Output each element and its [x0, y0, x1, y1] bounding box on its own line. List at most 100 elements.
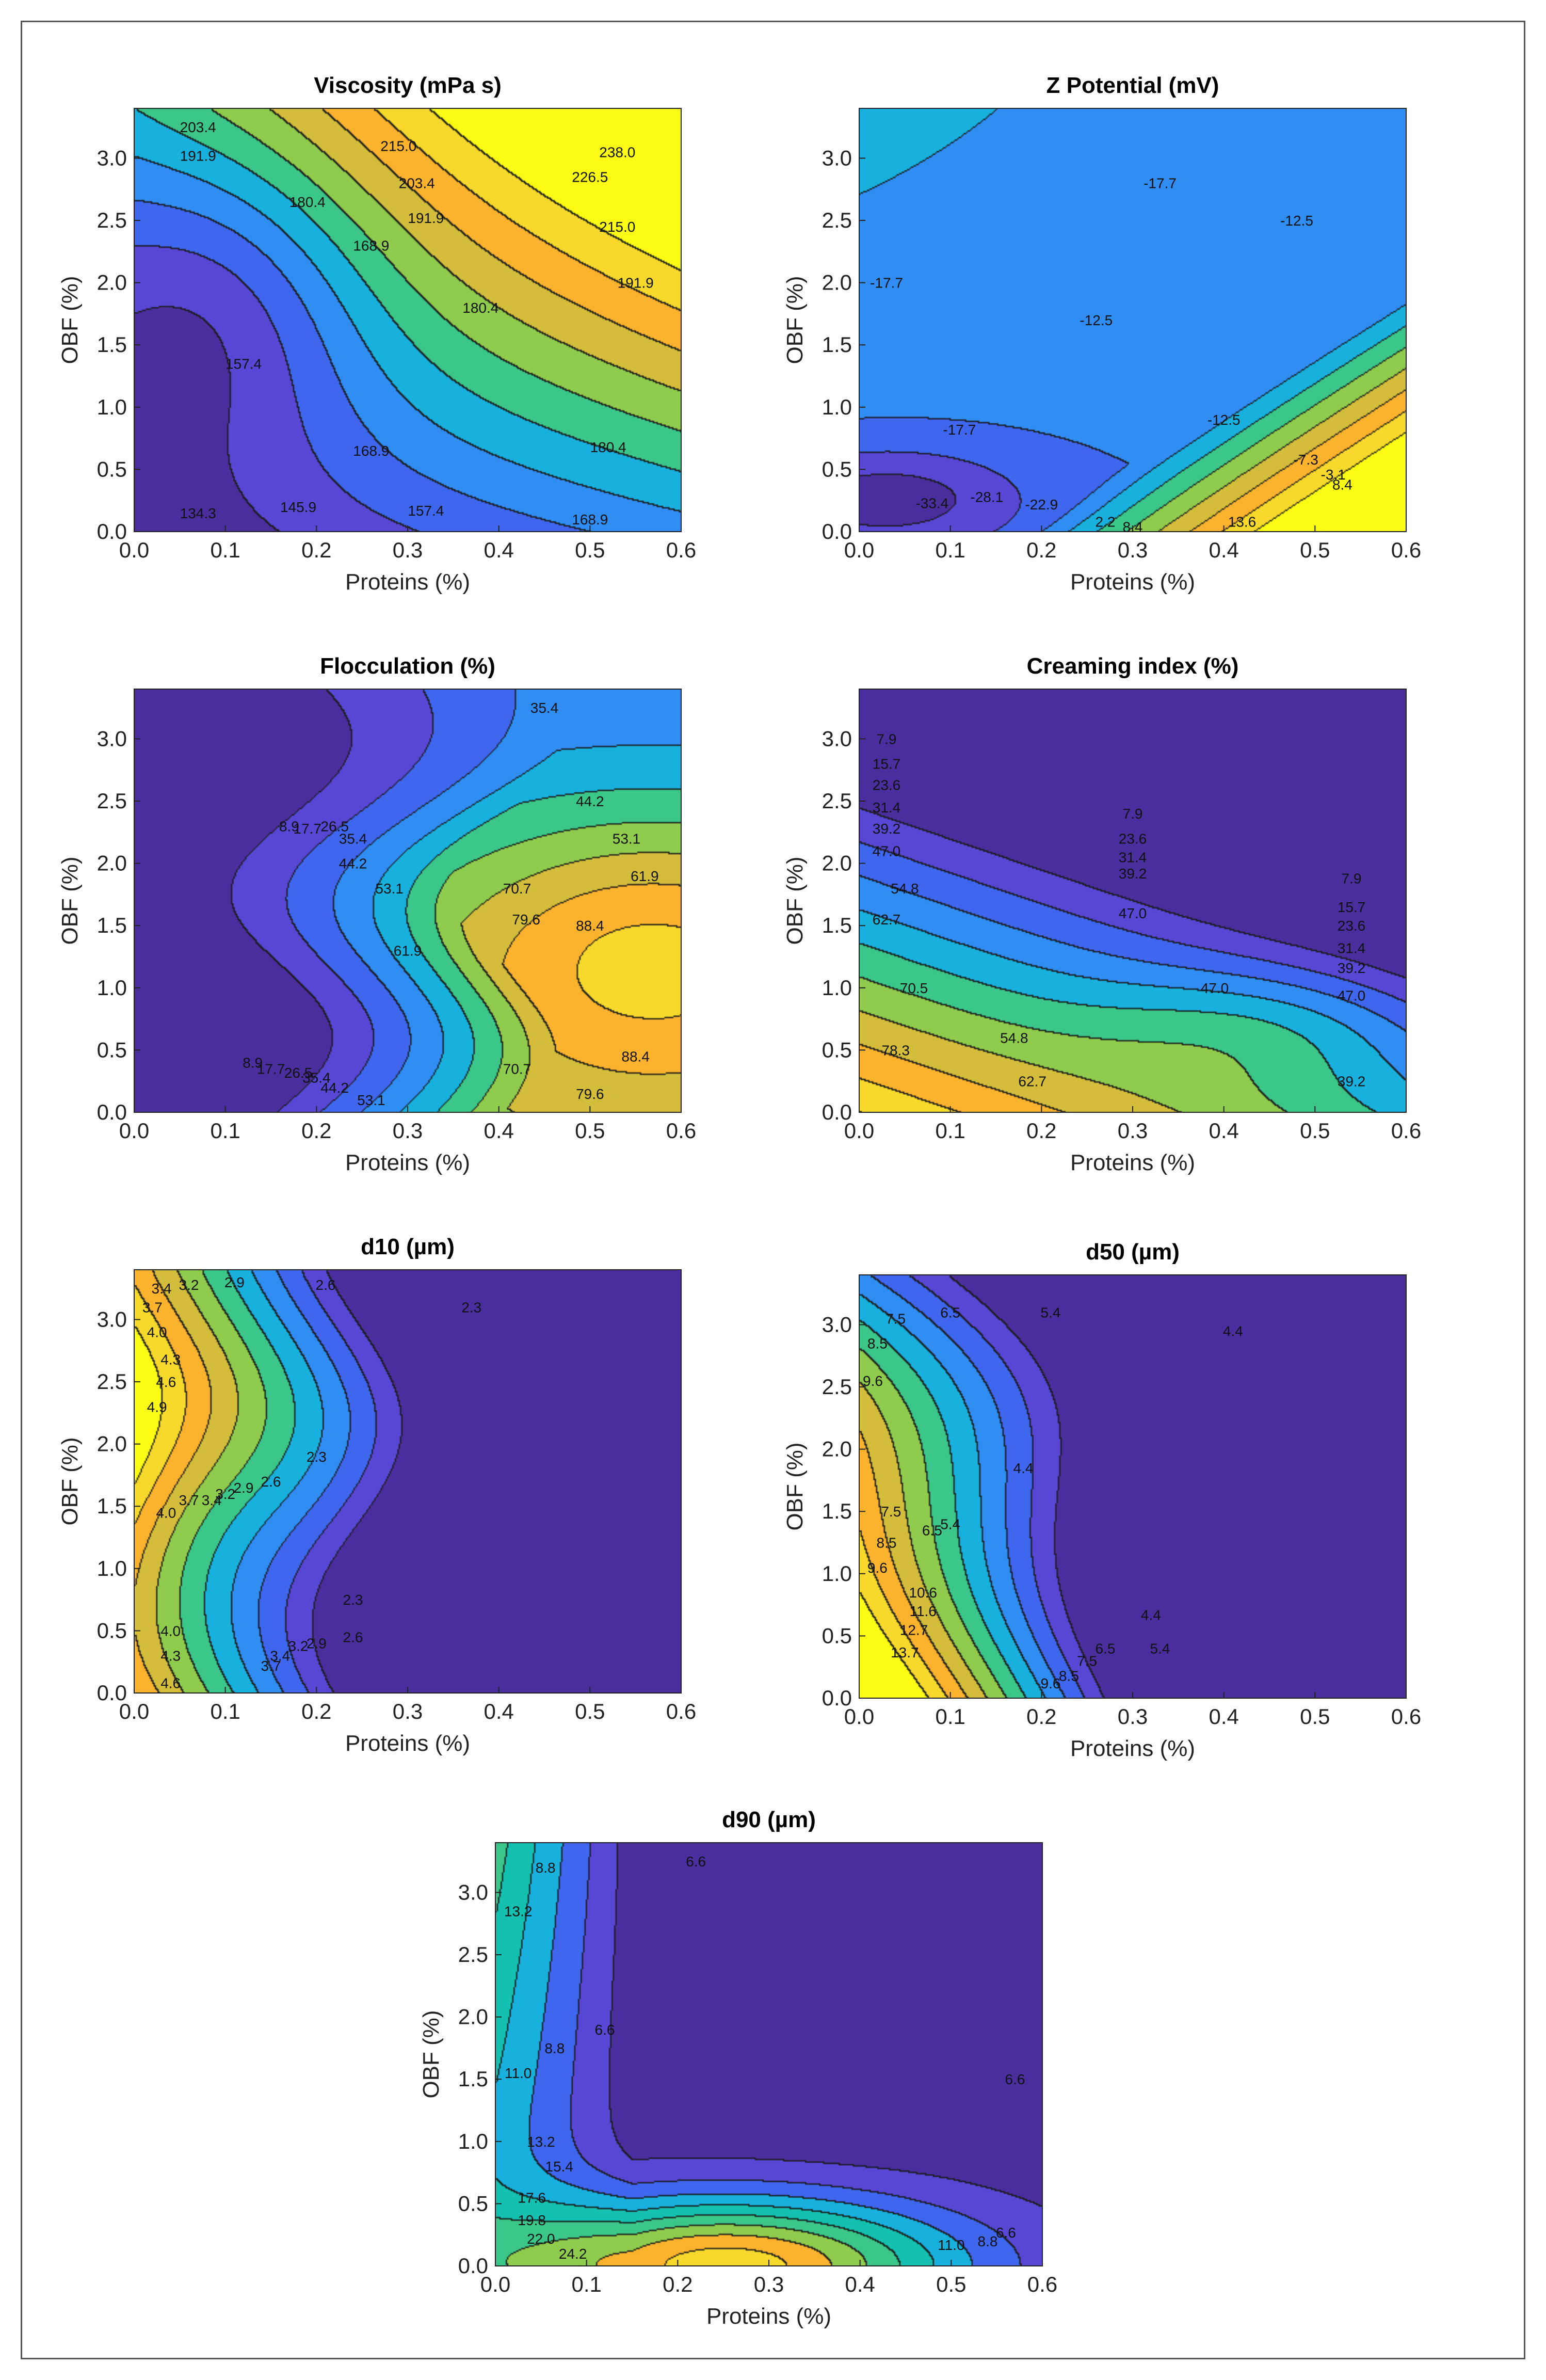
contour-label: 26.5 — [320, 818, 349, 834]
contour-fill — [859, 689, 1406, 1112]
contour-label: 3.7 — [142, 1299, 163, 1315]
y-tick-label: 0.5 — [822, 1037, 852, 1062]
y-tick-label: 1.5 — [97, 1494, 127, 1518]
x-tick-label: 0.6 — [1391, 538, 1421, 562]
contour-label: 62.7 — [1018, 1074, 1046, 1090]
x-tick-label: 0.6 — [1027, 2272, 1057, 2296]
contour-label: 4.6 — [156, 1374, 176, 1390]
x-tick-label: 0.0 — [119, 1119, 149, 1143]
y-tick-label: 2.0 — [822, 1437, 852, 1461]
x-tick-label: 0.2 — [301, 538, 331, 562]
contour-label: 8.4 — [1123, 519, 1143, 535]
contour-label: 17.7 — [257, 1061, 285, 1077]
contour-label: 3.2 — [179, 1277, 199, 1293]
contour-label: 4.3 — [160, 1352, 181, 1368]
contour-label: 70.5 — [900, 980, 928, 996]
y-tick-label: 1.0 — [458, 2129, 488, 2153]
contour-label: 203.4 — [399, 175, 435, 191]
panel-title: Viscosity (mPa s) — [314, 73, 502, 98]
contour-label: 168.9 — [353, 443, 389, 459]
y-tick-label: 1.5 — [458, 2067, 488, 2091]
contour-fill — [495, 1843, 1042, 2266]
x-axis-label: Proteins (%) — [706, 2304, 831, 2329]
y-tick-label: 1.5 — [97, 332, 127, 357]
x-tick-label: 0.3 — [393, 1119, 423, 1143]
contour-label: 7.9 — [1123, 806, 1143, 822]
contour-label: 15.7 — [873, 756, 901, 772]
contour-label: 180.4 — [462, 300, 498, 316]
x-tick-label: 0.0 — [844, 538, 874, 562]
x-axis-label: Proteins (%) — [345, 1150, 470, 1175]
contour-label: 54.8 — [1000, 1030, 1028, 1046]
contour-label: 6.6 — [1005, 2071, 1025, 2087]
contour-label: 61.9 — [631, 868, 659, 884]
contour-label: 4.0 — [156, 1505, 176, 1521]
contour-label: 157.4 — [408, 503, 444, 519]
contour-label: -12.5 — [1280, 213, 1313, 229]
contour-label: 4.6 — [160, 1675, 181, 1691]
y-tick-label: 2.5 — [822, 208, 852, 232]
contour-label: 3.2 — [215, 1486, 235, 1502]
contour-label: 35.4 — [302, 1069, 331, 1085]
x-tick-label: 0.4 — [845, 2272, 875, 2296]
contour-label: 4.0 — [160, 1623, 181, 1639]
x-tick-label: 0.1 — [210, 1699, 240, 1723]
panel-title: Creaming index (%) — [1027, 653, 1239, 679]
contour-label: 31.4 — [1338, 940, 1366, 956]
contour-label: 2.2 — [1096, 514, 1116, 530]
contour-label: 70.7 — [503, 1061, 532, 1077]
contour-label: 7.5 — [881, 1504, 901, 1520]
y-tick-label: 0.0 — [458, 2254, 488, 2278]
contour-label: 23.6 — [873, 777, 901, 793]
viscosity-panel: Viscosity (mPa s) 0.0 0.1 0.2 0.3 0.4 0.5 0.6 0.… — [57, 52, 779, 625]
y-axis-label: OBF (%) — [57, 856, 83, 945]
x-tick-label: 0.2 — [1026, 538, 1056, 562]
x-tick-label: 0.2 — [301, 1699, 331, 1723]
y-tick-label: 0.0 — [97, 1681, 127, 1705]
contour-label: 168.9 — [572, 512, 608, 528]
contour-label: 12.7 — [900, 1622, 928, 1638]
contour-label: 15.7 — [1338, 899, 1366, 915]
contour-fill — [134, 108, 681, 532]
y-tick-label: 1.5 — [822, 913, 852, 937]
contour-label: 11.6 — [909, 1603, 936, 1619]
contour-label: 3.7 — [261, 1658, 281, 1674]
contour-label: 44.2 — [339, 856, 367, 872]
contour-fill — [859, 108, 1406, 532]
contour-label: 8.8 — [536, 1860, 556, 1876]
x-axis-label: Proteins (%) — [1070, 1150, 1195, 1175]
y-tick-label: 2.5 — [822, 1375, 852, 1399]
y-tick-label: 3.0 — [97, 1307, 127, 1331]
x-tick-label: 0.0 — [844, 1119, 874, 1143]
contour-label: 79.6 — [576, 1086, 604, 1102]
contour-label: 47.0 — [1338, 987, 1366, 1003]
contour-label: 9.6 — [863, 1373, 883, 1389]
figure-frame — [21, 21, 1525, 2359]
contour-label: -28.1 — [970, 489, 1003, 505]
panel-title: d90 (µm) — [722, 1807, 816, 1832]
x-tick-label: 0.5 — [936, 2272, 966, 2296]
contour-label: 7.5 — [885, 1311, 906, 1327]
contour-label: -3.1 — [1321, 467, 1346, 483]
contour-label: -12.5 — [1207, 412, 1241, 428]
x-tick-label: 0.3 — [393, 538, 423, 562]
y-tick-label: 3.0 — [822, 726, 852, 750]
contour-label: 23.6 — [1119, 830, 1147, 846]
x-tick-label: 0.1 — [935, 1704, 965, 1729]
contour-label: -17.7 — [1144, 175, 1177, 191]
contour-label: 5.4 — [1150, 1641, 1170, 1657]
contour-label: 35.4 — [339, 830, 367, 846]
contour-label: 70.7 — [503, 881, 532, 897]
panel-title: Flocculation (%) — [320, 653, 495, 679]
x-tick-label: 0.4 — [1209, 538, 1238, 562]
y-tick-label: 0.0 — [97, 1100, 127, 1124]
y-tick-label: 0.5 — [458, 2191, 488, 2215]
contour-label: 13.2 — [504, 1904, 532, 1920]
y-tick-label: 2.5 — [822, 789, 852, 813]
x-tick-label: 0.4 — [484, 538, 513, 562]
y-tick-label: 0.5 — [97, 1618, 127, 1642]
contour-label: 10.6 — [909, 1585, 937, 1601]
y-tick-label: 2.0 — [97, 851, 127, 875]
panel-title: Z Potential (mV) — [1046, 73, 1219, 98]
contour-label: 191.9 — [180, 148, 216, 164]
